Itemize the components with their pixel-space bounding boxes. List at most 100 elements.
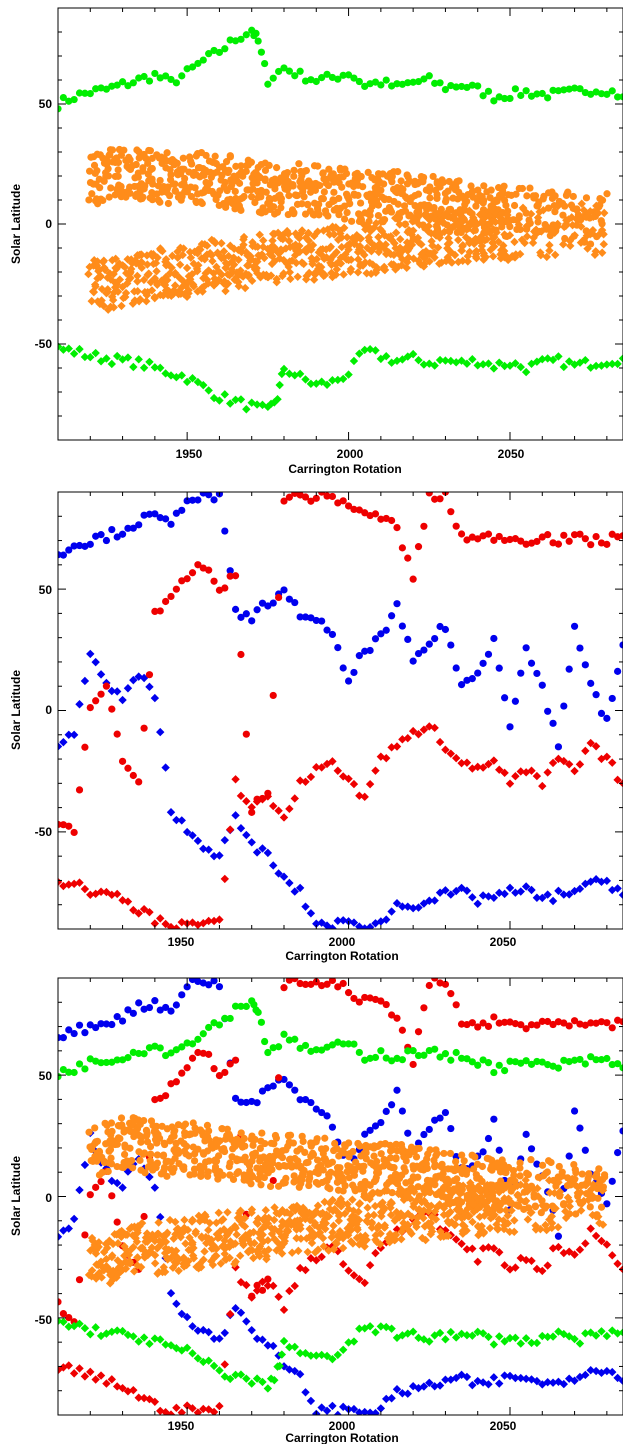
data-point-circle (148, 196, 157, 204)
data-point-circle (415, 178, 423, 186)
data-point-diamond (117, 1226, 126, 1236)
data-point-circle (219, 1171, 227, 1179)
data-point-diamond (559, 756, 569, 766)
data-point-diamond (127, 1222, 136, 1232)
data-point-diamond (177, 816, 186, 825)
data-point-diamond (584, 1195, 593, 1205)
data-point-circle (463, 1055, 471, 1063)
data-point-diamond (597, 1327, 606, 1336)
data-point-circle (183, 1142, 191, 1151)
data-point-circle (318, 1046, 326, 1054)
panel-bottom-ticks (57, 978, 623, 1415)
data-point-circle (495, 1019, 503, 1027)
data-point-diamond (462, 886, 472, 895)
data-point-circle (172, 585, 180, 593)
data-point-circle (382, 1054, 390, 1062)
data-point-circle (597, 709, 606, 717)
data-point-diamond (279, 1336, 289, 1346)
data-point-diamond (93, 257, 102, 266)
data-point-diamond (252, 1374, 262, 1383)
data-point-diamond (284, 262, 293, 272)
data-point-diamond (547, 1218, 557, 1228)
data-point-circle (371, 635, 380, 643)
data-point-circle (247, 1180, 255, 1188)
data-point-circle (524, 1170, 532, 1179)
data-point-circle (468, 81, 476, 89)
data-point-diamond (325, 1198, 335, 1208)
data-point-circle (289, 180, 297, 189)
data-point-diamond (86, 890, 95, 899)
data-point-diamond (284, 236, 294, 246)
data-point-diamond (304, 1233, 314, 1242)
data-point-circle (295, 160, 303, 168)
panel-bottom-y-tick-label: -50 (35, 1313, 53, 1327)
data-point-circle (200, 1163, 208, 1171)
data-point-diamond (328, 1195, 337, 1205)
data-point-circle (114, 166, 122, 174)
data-point-diamond (523, 1187, 532, 1196)
data-point-circle (222, 158, 231, 166)
data-point-circle (584, 1174, 592, 1182)
data-point-circle (58, 105, 62, 113)
data-point-circle (565, 85, 573, 93)
data-point-circle (439, 1170, 447, 1178)
data-point-circle (120, 146, 128, 154)
data-point-diamond (346, 1237, 356, 1246)
data-point-diamond (328, 1401, 337, 1411)
data-point-circle (231, 1056, 240, 1064)
data-point-circle (172, 1001, 180, 1009)
data-point-diamond (441, 356, 450, 365)
data-point-diamond (466, 1178, 475, 1188)
data-point-diamond (450, 250, 460, 260)
data-point-diamond (581, 1239, 590, 1248)
data-point-diamond (576, 1206, 586, 1215)
data-point-diamond (225, 399, 235, 408)
data-point-diamond (111, 254, 120, 264)
data-point-diamond (118, 896, 127, 905)
data-point-diamond (503, 1219, 513, 1228)
data-point-circle (603, 540, 611, 548)
data-point-diamond (376, 917, 386, 926)
data-point-circle (366, 994, 374, 1002)
data-point-diamond (215, 1366, 224, 1375)
data-point-circle (172, 79, 180, 87)
data-point-diamond (535, 1173, 545, 1182)
data-point-circle (264, 199, 272, 207)
data-point-diamond (538, 1331, 547, 1341)
data-point-diamond (263, 1281, 273, 1290)
data-point-diamond (354, 1215, 364, 1225)
data-point-circle (242, 167, 250, 175)
data-point-circle (148, 164, 156, 173)
data-point-diamond (376, 1243, 386, 1253)
data-point-diamond (349, 1271, 359, 1280)
data-point-diamond (538, 893, 547, 903)
data-point-circle (205, 1157, 213, 1165)
data-point-circle (608, 1024, 616, 1032)
data-point-circle (474, 186, 482, 194)
data-point-circle (426, 1146, 434, 1154)
data-point-circle (380, 180, 388, 188)
data-point-diamond (270, 229, 279, 239)
data-point-diamond (270, 1203, 279, 1212)
data-point-circle (167, 592, 175, 601)
data-point-diamond (489, 1244, 499, 1253)
data-point-circle (161, 1140, 169, 1149)
data-point-diamond (129, 1385, 138, 1395)
data-point-diamond (285, 268, 294, 277)
data-point-diamond (227, 257, 237, 266)
data-point-circle (202, 151, 210, 160)
data-point-diamond (161, 763, 170, 772)
data-point-circle (582, 194, 591, 202)
data-point-circle (221, 45, 229, 53)
data-point-diamond (419, 360, 429, 369)
data-point-diamond (543, 768, 552, 777)
data-point-circle (549, 719, 557, 727)
data-point-diamond (511, 772, 520, 781)
data-point-diamond (69, 349, 79, 358)
data-point-circle (106, 1145, 115, 1154)
data-point-circle (264, 1048, 272, 1057)
data-point-diamond (451, 1333, 461, 1342)
data-point-circle (479, 1019, 487, 1027)
data-point-diamond (231, 1257, 240, 1266)
data-point-circle (75, 541, 84, 550)
